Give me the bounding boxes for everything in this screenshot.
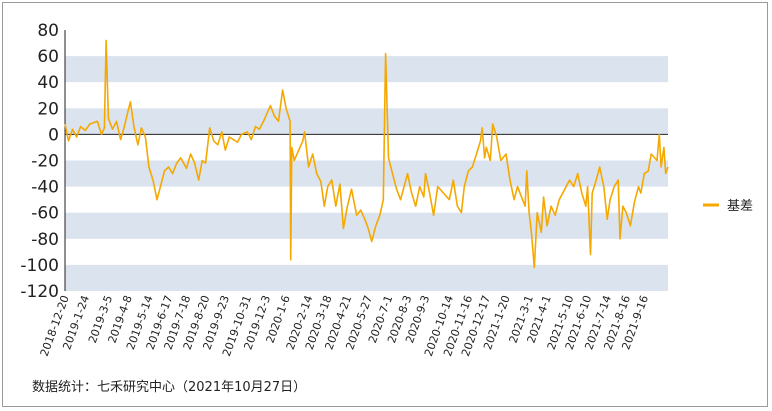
series-line-basis	[64, 39, 669, 269]
legend: 基差	[703, 199, 753, 214]
y-tick-label: 20	[37, 99, 59, 119]
y-tick-label: 60	[37, 47, 59, 67]
data-source-note: 数据统计：七禾研究中心（2021年10月27日）	[32, 380, 307, 395]
y-tick-label: 80	[37, 21, 59, 41]
y-tick-label: -20	[31, 152, 59, 172]
y-axis-ticks: 80 60 40 20 0 -20 -40 -60 -80 -100 -120	[20, 21, 59, 302]
y-tick-label: -40	[31, 178, 59, 198]
background-bands	[65, 56, 668, 291]
grid-band	[65, 108, 668, 135]
y-tick-label: -100	[20, 256, 59, 276]
y-tick-label: 0	[48, 125, 59, 145]
x-axis-ticks: 2018-12-202019-1-242019-3-52019-4-82019-…	[38, 294, 651, 359]
grid-band	[65, 56, 668, 83]
y-tick-label: -80	[31, 230, 59, 250]
y-tick-label: -60	[31, 204, 59, 224]
grid-band	[65, 160, 668, 187]
grid-band	[65, 264, 668, 291]
legend-label: 基差	[727, 199, 753, 214]
y-tick-label: -120	[20, 282, 59, 302]
y-tick-label: 40	[37, 73, 59, 93]
